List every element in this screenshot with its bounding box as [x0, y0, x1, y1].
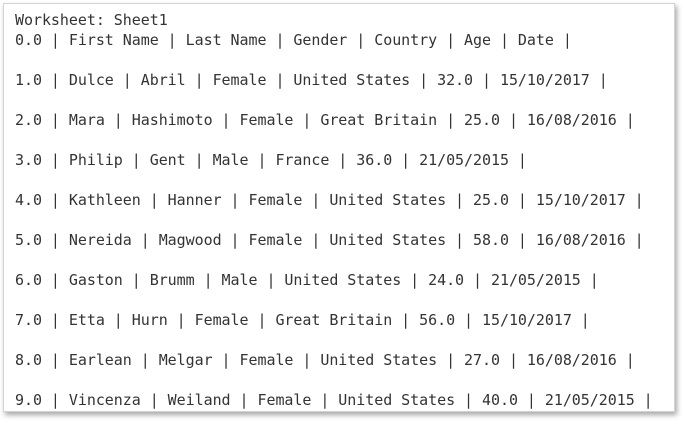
worksheet-title: Worksheet: Sheet1	[15, 11, 168, 29]
blank-line	[15, 90, 653, 110]
blank-line	[15, 370, 653, 390]
blank-line	[15, 50, 653, 70]
data-row: 3.0 | Philip | Gent | Male | France | 36…	[15, 151, 527, 169]
blank-line	[15, 170, 653, 190]
output-panel: Worksheet: Sheet1 0.0 | First Name | Las…	[3, 3, 675, 412]
blank-line	[15, 290, 653, 310]
blank-line	[15, 130, 653, 150]
blank-line	[15, 210, 653, 230]
blank-line	[15, 250, 653, 270]
data-row: 4.0 | Kathleen | Hanner | Female | Unite…	[15, 191, 644, 209]
data-row: 1.0 | Dulce | Abril | Female | United St…	[15, 71, 608, 89]
worksheet-text: Worksheet: Sheet1 0.0 | First Name | Las…	[15, 10, 653, 410]
data-row: 6.0 | Gaston | Brumm | Male | United Sta…	[15, 271, 599, 289]
data-row: 2.0 | Mara | Hashimoto | Female | Great …	[15, 111, 635, 129]
data-row: 9.0 | Vincenza | Weiland | Female | Unit…	[15, 391, 653, 409]
blank-line	[15, 330, 653, 350]
header-row: 0.0 | First Name | Last Name | Gender | …	[15, 31, 572, 49]
data-row: 5.0 | Nereida | Magwood | Female | Unite…	[15, 231, 644, 249]
data-row: 8.0 | Earlean | Melgar | Female | United…	[15, 351, 635, 369]
data-row: 7.0 | Etta | Hurn | Female | Great Brita…	[15, 311, 590, 329]
